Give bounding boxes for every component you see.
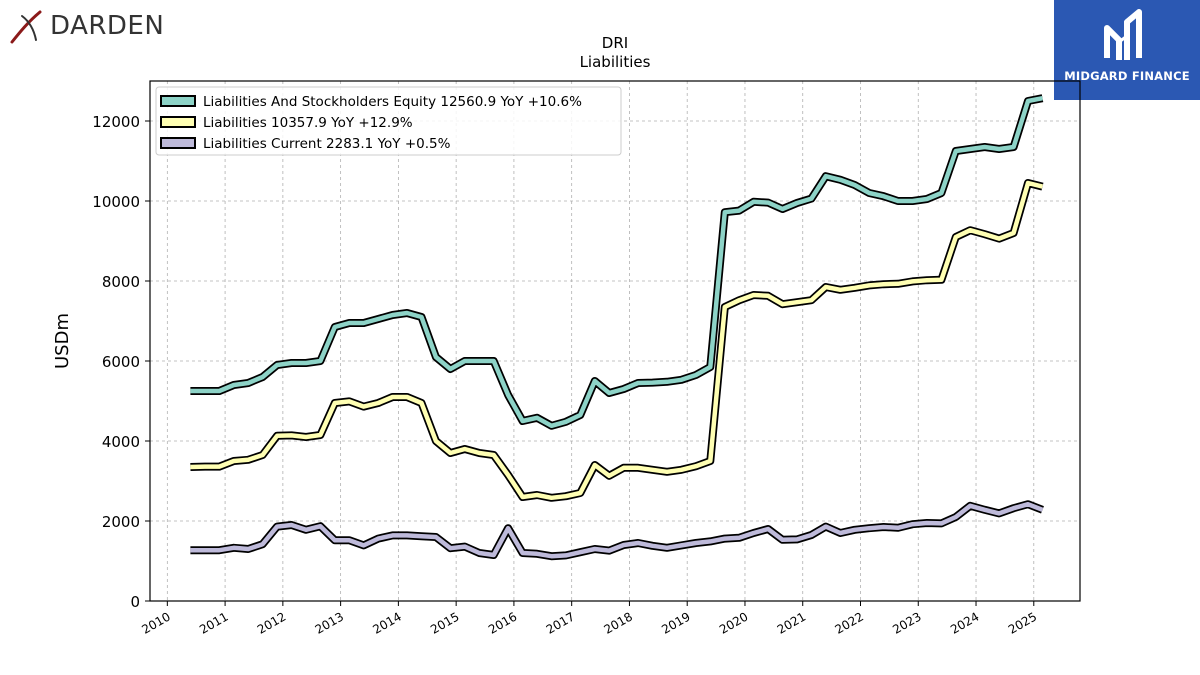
x-tick-label: 2012 bbox=[255, 609, 288, 636]
x-tick-label: 2020 bbox=[717, 609, 750, 636]
x-tick-label: 2011 bbox=[197, 609, 230, 636]
y-tick-label: 0 bbox=[130, 593, 140, 611]
y-axis-label: USDm bbox=[52, 313, 73, 369]
x-tick-label: 2019 bbox=[659, 609, 692, 636]
x-tick-label: 2018 bbox=[601, 609, 634, 636]
midgard-mark-icon bbox=[1104, 9, 1142, 60]
plot-frame bbox=[149, 80, 1081, 602]
legend-entry: Liabilities And Stockholders Equity 1256… bbox=[203, 94, 582, 110]
chart-title: DRI bbox=[602, 34, 628, 52]
legend-entry: Liabilities 10357.9 YoY +12.9% bbox=[203, 115, 413, 131]
legend-entry: Liabilities Current 2283.1 YoY +0.5% bbox=[203, 136, 451, 152]
x-tick-label: 2013 bbox=[313, 609, 346, 636]
series-line bbox=[190, 180, 1044, 501]
x-tick-label: 2022 bbox=[833, 609, 866, 636]
x-tick-label: 2021 bbox=[775, 609, 808, 636]
legend-swatch bbox=[160, 95, 196, 107]
x-tick-label: 2016 bbox=[486, 609, 519, 636]
series-1 bbox=[190, 94, 1044, 430]
y-tick-label: 2000 bbox=[102, 513, 140, 531]
x-tick-label: 2024 bbox=[948, 609, 981, 636]
x-tick-label: 2017 bbox=[544, 609, 577, 636]
darden-brand-name: DARDEN bbox=[50, 11, 165, 41]
series-2 bbox=[190, 179, 1044, 502]
series-3 bbox=[190, 500, 1044, 561]
midgard-brand-name: MIDGARD FINANCE bbox=[1064, 69, 1190, 83]
y-tick-label: 6000 bbox=[102, 353, 140, 371]
y-tick-label: 4000 bbox=[102, 433, 140, 451]
series-line bbox=[190, 95, 1043, 429]
x-tick-label: 2015 bbox=[428, 609, 461, 636]
x-tick-label: 2025 bbox=[1006, 609, 1039, 636]
legend-swatch bbox=[160, 116, 196, 128]
legend-frame bbox=[155, 86, 622, 156]
darden-swoosh-icon bbox=[10, 10, 42, 44]
y-tick-label: 10000 bbox=[92, 193, 140, 211]
y-tick-label: 8000 bbox=[102, 273, 140, 291]
midgard-logo: MIDGARD FINANCE bbox=[1054, 0, 1200, 100]
darden-logo: DARDEN bbox=[6, 6, 164, 46]
legend-swatch bbox=[160, 137, 196, 149]
chart-subtitle: Liabilities bbox=[580, 53, 651, 71]
x-tick-label: 2023 bbox=[890, 609, 923, 636]
series-line bbox=[190, 501, 1044, 559]
x-tick-label: 2014 bbox=[370, 609, 403, 636]
x-tick-label: 2010 bbox=[139, 609, 172, 636]
series-layer bbox=[190, 94, 1044, 561]
legend: Liabilities And Stockholders Equity 1256… bbox=[155, 86, 622, 156]
y-tick-label: 12000 bbox=[92, 113, 140, 131]
series-line-outline bbox=[190, 179, 1044, 502]
